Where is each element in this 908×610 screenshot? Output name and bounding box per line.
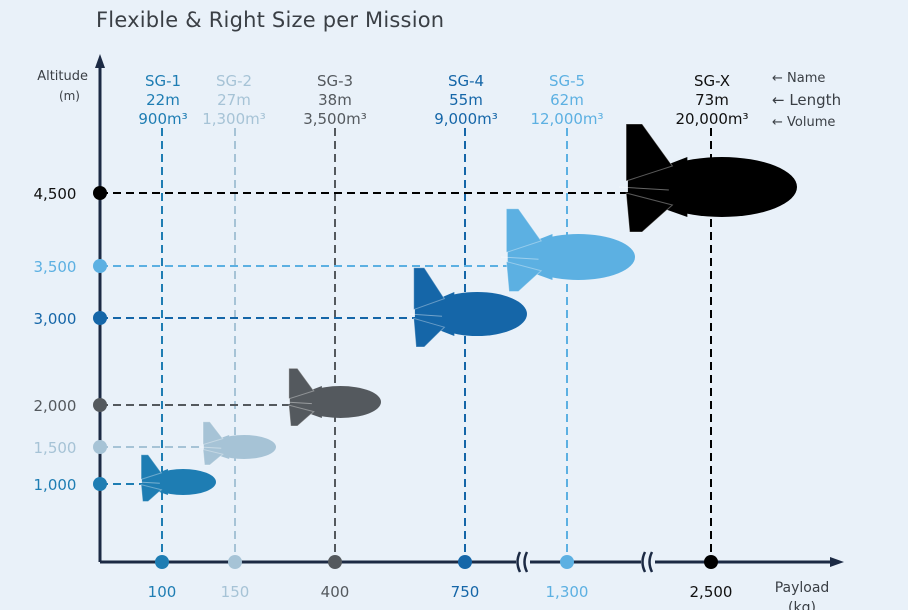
airship-top-fin	[505, 208, 542, 254]
model-length: 22m	[146, 91, 180, 109]
model-volume: 12,000m³	[530, 110, 603, 128]
airship-side-fin	[408, 313, 443, 317]
airship-top-fin	[413, 267, 446, 311]
payload-tick-label: 1,300	[546, 583, 589, 601]
payload-tick-label: 750	[451, 583, 480, 601]
model-length: 27m	[217, 91, 251, 109]
airship-sg-4-icon	[408, 267, 527, 348]
airship-side-fin	[137, 481, 160, 484]
y-axis-unit: (m)	[59, 89, 80, 103]
x-axis-label: Payload	[775, 580, 830, 596]
legend-length: ← Length	[772, 91, 841, 109]
chart-title: Flexible & Right Size per Mission	[96, 8, 445, 32]
altitude-point	[93, 440, 107, 454]
payload-point	[704, 555, 718, 569]
airship-body	[646, 157, 797, 217]
model-length: 55m	[449, 91, 483, 109]
y-axis-label: Altitude	[37, 69, 88, 84]
airship-body	[150, 469, 216, 495]
model-length: 73m	[695, 91, 729, 109]
altitude-tick-label: 2,000	[34, 397, 77, 415]
airship-top-fin	[625, 123, 674, 182]
model-name: SG-X	[694, 72, 730, 90]
model-name: SG-3	[317, 72, 353, 90]
altitude-tick-label: 1,500	[34, 439, 77, 457]
airship-bottom-fin	[413, 317, 446, 348]
airship-bottom-fin	[505, 260, 543, 292]
airship-side-fin	[618, 186, 669, 191]
legend-name: ← Name	[772, 71, 825, 86]
altitude-tick-label: 3,500	[34, 258, 77, 276]
altitude-tick-label: 1,000	[34, 476, 77, 494]
airship-top-fin	[288, 367, 315, 400]
airship-bottom-fin	[140, 483, 163, 502]
axis-break-icon	[523, 551, 529, 573]
payload-tick-label: 150	[221, 583, 250, 601]
model-volume: 3,500m³	[303, 110, 367, 128]
altitude-point	[93, 186, 107, 200]
airship-body	[299, 386, 381, 418]
axis-break-icon	[648, 551, 654, 573]
airship-bottom-fin	[288, 404, 315, 427]
payload-point	[155, 555, 169, 569]
model-length: 62m	[550, 91, 584, 109]
model-length: 38m	[318, 91, 352, 109]
axis-break-gap	[641, 554, 655, 570]
model-name: SG-4	[448, 72, 484, 90]
x-axis-unit: (kg)	[788, 600, 816, 610]
payload-point	[560, 555, 574, 569]
payload-point	[328, 555, 342, 569]
airship-bottom-fin	[202, 448, 224, 466]
payload-point	[458, 555, 472, 569]
airship-top-fin	[140, 454, 163, 481]
altitude-point	[93, 477, 107, 491]
altitude-point	[93, 311, 107, 325]
altitude-tick-label: 4,500	[34, 185, 77, 203]
airship-body	[521, 234, 635, 280]
airship-side-fin	[199, 446, 222, 449]
airship-bottom-fin	[625, 192, 674, 233]
model-volume: 20,000m³	[675, 110, 748, 128]
model-name: SG-5	[549, 72, 585, 90]
airship-sg-3-icon	[284, 367, 381, 427]
model-volume: 1,300m³	[202, 110, 266, 128]
airship-side-fin	[500, 256, 539, 260]
model-volume: 9,000m³	[434, 110, 498, 128]
y-axis-arrow-icon	[95, 54, 105, 68]
altitude-tick-label: 3,000	[34, 310, 77, 328]
airship-sg-1-icon	[137, 454, 216, 502]
airship-sg-2-icon	[199, 421, 276, 466]
altitude-point	[93, 398, 107, 412]
payload-point	[228, 555, 242, 569]
model-volume: 900m³	[138, 110, 187, 128]
airship-side-fin	[284, 401, 312, 405]
legend-volume: ← Volume	[772, 115, 835, 130]
airship-body	[211, 435, 276, 459]
payload-tick-label: 100	[148, 583, 177, 601]
altitude-point	[93, 259, 107, 273]
axis-break-gap	[516, 554, 530, 570]
axis-break-icon	[641, 551, 647, 573]
x-axis-arrow-icon	[830, 557, 844, 567]
model-name: SG-1	[145, 72, 181, 90]
payload-tick-label: 400	[321, 583, 350, 601]
payload-tick-label: 2,500	[690, 583, 733, 601]
airship-sg-x-icon	[618, 123, 797, 233]
airship-sg-5-icon	[500, 208, 635, 292]
model-name: SG-2	[216, 72, 252, 90]
airship-body	[427, 292, 527, 336]
airship-top-fin	[202, 421, 224, 446]
axis-break-icon	[516, 551, 522, 573]
